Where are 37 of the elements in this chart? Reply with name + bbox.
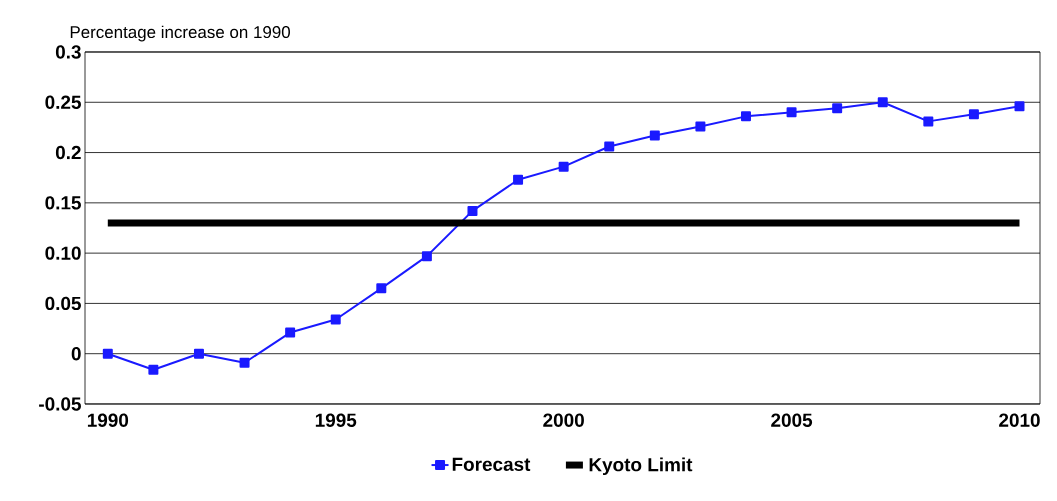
point [102, 348, 113, 359]
y-tick-label: 0.15 [45, 196, 81, 210]
x-tick-label: 2010 [999, 413, 1040, 427]
point [513, 174, 524, 185]
legend-label: Forecast [452, 457, 531, 472]
point [740, 111, 751, 122]
point [877, 97, 888, 108]
point [649, 130, 660, 141]
y-axis-title: Percentage increase on 1990 [70, 25, 290, 42]
point [558, 161, 569, 172]
point [376, 283, 387, 294]
point [695, 121, 706, 132]
point [786, 107, 797, 118]
y-tick-label: 0.25 [45, 95, 81, 109]
point [1014, 101, 1025, 112]
y-tick-label: 0.2 [55, 145, 81, 160]
y-tick-label: 0.3 [55, 45, 81, 59]
y-tick-label: -0.05 [39, 397, 81, 411]
x-tick-label: 1990 [87, 413, 129, 427]
point [968, 109, 979, 120]
y-tick-label: 0.10 [45, 246, 81, 260]
x-tick-label: 2000 [543, 413, 584, 427]
x-tick-label: 2005 [771, 413, 813, 427]
point [467, 205, 478, 216]
point [148, 364, 159, 375]
x-tick-label: 1995 [315, 413, 357, 427]
y-tick-label: 0 [71, 347, 81, 361]
legend-label: Kyoto Limit [589, 457, 693, 476]
point [832, 103, 843, 114]
point [330, 314, 341, 325]
y-tick-label: 0.05 [45, 296, 81, 311]
point [923, 116, 934, 127]
point [285, 327, 296, 338]
point [239, 357, 250, 368]
point [421, 251, 432, 262]
point [193, 348, 204, 359]
point [604, 141, 615, 152]
